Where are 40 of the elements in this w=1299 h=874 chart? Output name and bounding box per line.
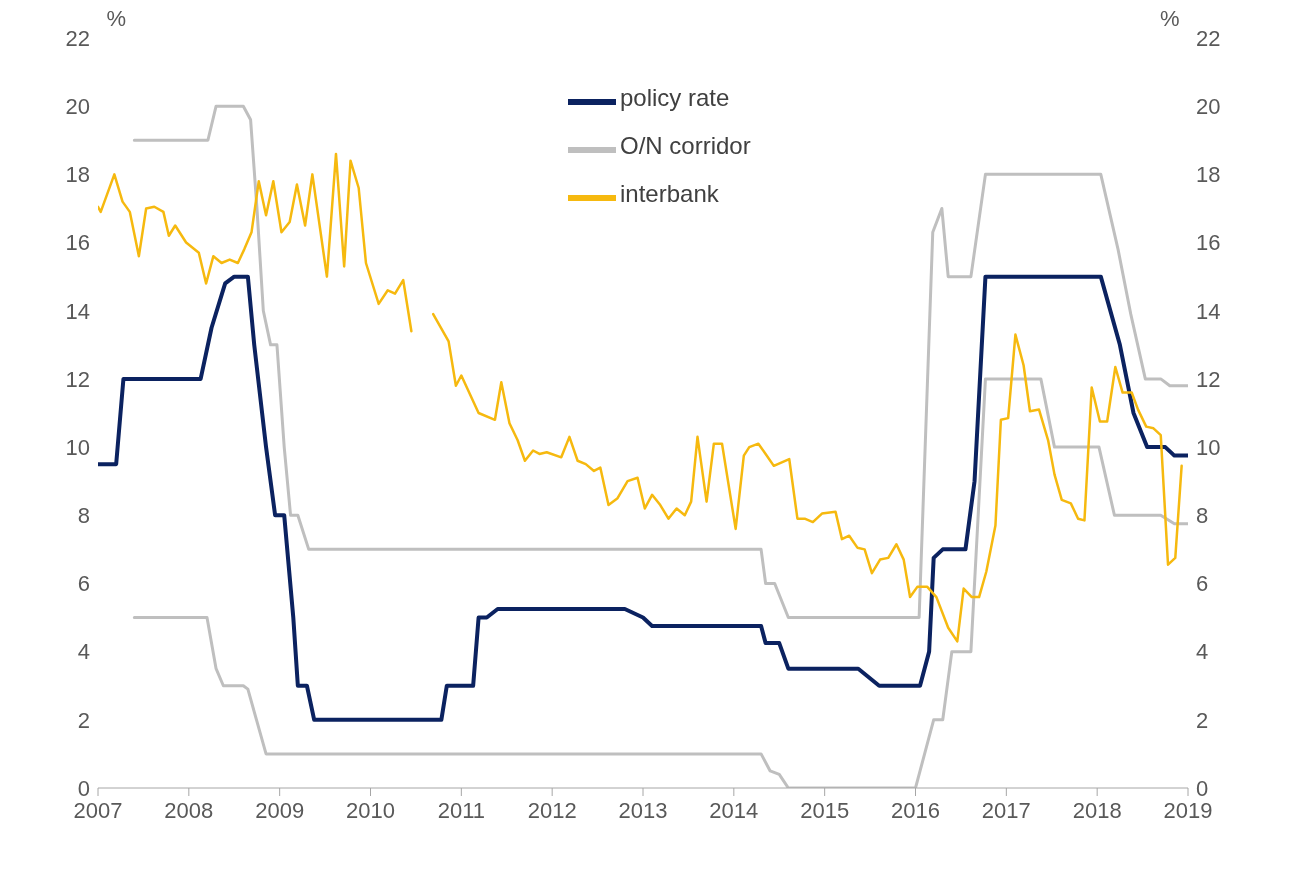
y2-tick-label: 6 bbox=[1196, 571, 1209, 597]
y-tick-label: 10 bbox=[65, 434, 90, 460]
x-tick-label: 2010 bbox=[346, 797, 395, 823]
y2-tick-label: 2 bbox=[1196, 707, 1209, 733]
y-tick-label: 2 bbox=[77, 707, 90, 733]
y2-tick-label: 18 bbox=[1196, 162, 1221, 188]
y2-tick-label: 4 bbox=[1196, 639, 1209, 665]
y2-tick-label: 22 bbox=[1196, 25, 1221, 51]
y-tick-label: 22 bbox=[65, 25, 90, 51]
x-tick-label: 2013 bbox=[618, 797, 668, 823]
y-tick-label: 8 bbox=[77, 503, 90, 529]
x-tick-label: 2017 bbox=[981, 797, 1031, 823]
x-tick-label: 2008 bbox=[164, 797, 214, 823]
x-tick-label: 2014 bbox=[709, 797, 759, 823]
y-tick-label: 18 bbox=[65, 162, 90, 188]
line-series bbox=[98, 274, 1188, 722]
y-tick-label: 16 bbox=[65, 230, 90, 256]
y-tick-label: 12 bbox=[65, 366, 90, 392]
y2-tick-label: 20 bbox=[1196, 93, 1221, 119]
y2-tick-label: 12 bbox=[1196, 366, 1221, 392]
x-tick-label: 2015 bbox=[800, 797, 850, 823]
y-tick-label: 20 bbox=[65, 93, 90, 119]
x-tick-label: 2018 bbox=[1072, 797, 1122, 823]
y-tick-label: 4 bbox=[77, 639, 90, 665]
y-tick-label: 6 bbox=[77, 571, 90, 597]
x-tick-label: 2011 bbox=[437, 797, 485, 823]
y2-tick-label: 14 bbox=[1196, 298, 1221, 324]
x-tick-label: 2012 bbox=[527, 797, 577, 823]
y-axis-title: % bbox=[106, 5, 126, 31]
y2-axis-title: % bbox=[1160, 5, 1180, 31]
line-series bbox=[132, 377, 1188, 788]
legend-label: interbank bbox=[620, 180, 719, 208]
y2-tick-label: 8 bbox=[1196, 503, 1209, 529]
x-tick-label: 2016 bbox=[891, 797, 940, 823]
y-tick-label: 14 bbox=[65, 298, 90, 324]
legend-label: policy rate bbox=[620, 84, 730, 112]
legend-label: O/N corridor bbox=[620, 132, 751, 160]
x-tick-label: 2009 bbox=[255, 797, 305, 823]
y2-tick-label: 10 bbox=[1196, 434, 1221, 460]
y2-tick-label: 16 bbox=[1196, 230, 1221, 256]
